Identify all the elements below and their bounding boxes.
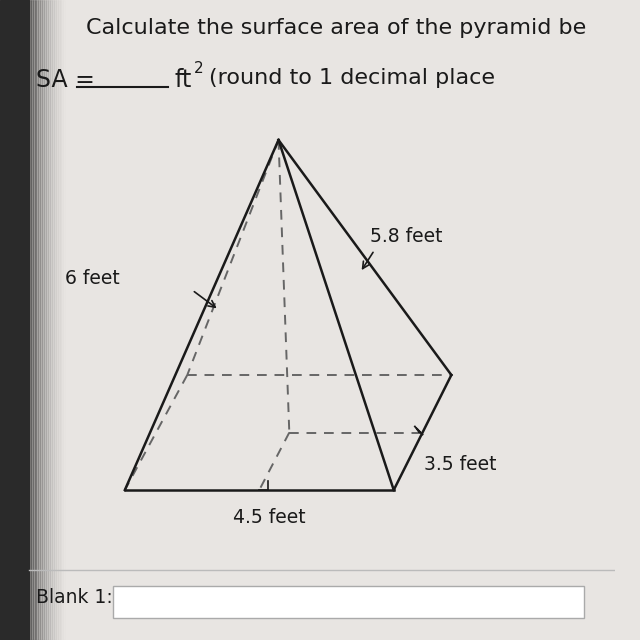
Bar	[50, 0, 52, 640]
Bar	[38, 0, 40, 640]
Text: ft: ft	[175, 68, 192, 92]
Bar	[46, 0, 48, 640]
Bar	[58, 0, 60, 640]
Bar	[56, 0, 58, 640]
Bar	[35, 0, 36, 640]
Text: (round to 1 decimal place: (round to 1 decimal place	[209, 68, 495, 88]
Bar	[54, 0, 56, 640]
Bar	[42, 0, 44, 640]
Text: Calculate the surface area of the pyramid be: Calculate the surface area of the pyrami…	[86, 18, 586, 38]
Bar	[29, 0, 31, 640]
Bar	[33, 0, 35, 640]
Text: 4.5 feet: 4.5 feet	[232, 508, 305, 527]
Bar	[36, 0, 38, 640]
Bar	[31, 0, 33, 640]
Bar	[60, 0, 61, 640]
Bar	[44, 0, 46, 640]
FancyBboxPatch shape	[113, 586, 584, 618]
Text: 5.8 feet: 5.8 feet	[370, 227, 442, 246]
Bar	[61, 0, 63, 640]
Bar	[65, 0, 67, 640]
Text: Blank 1:: Blank 1:	[36, 588, 113, 607]
Bar	[63, 0, 65, 640]
Text: SA =: SA =	[36, 68, 103, 92]
Bar	[0, 0, 29, 640]
Bar	[52, 0, 54, 640]
Bar	[40, 0, 42, 640]
Text: 3.5 feet: 3.5 feet	[424, 454, 497, 474]
Bar	[48, 0, 50, 640]
Text: 6 feet: 6 feet	[65, 269, 120, 287]
Text: 2: 2	[194, 61, 204, 76]
